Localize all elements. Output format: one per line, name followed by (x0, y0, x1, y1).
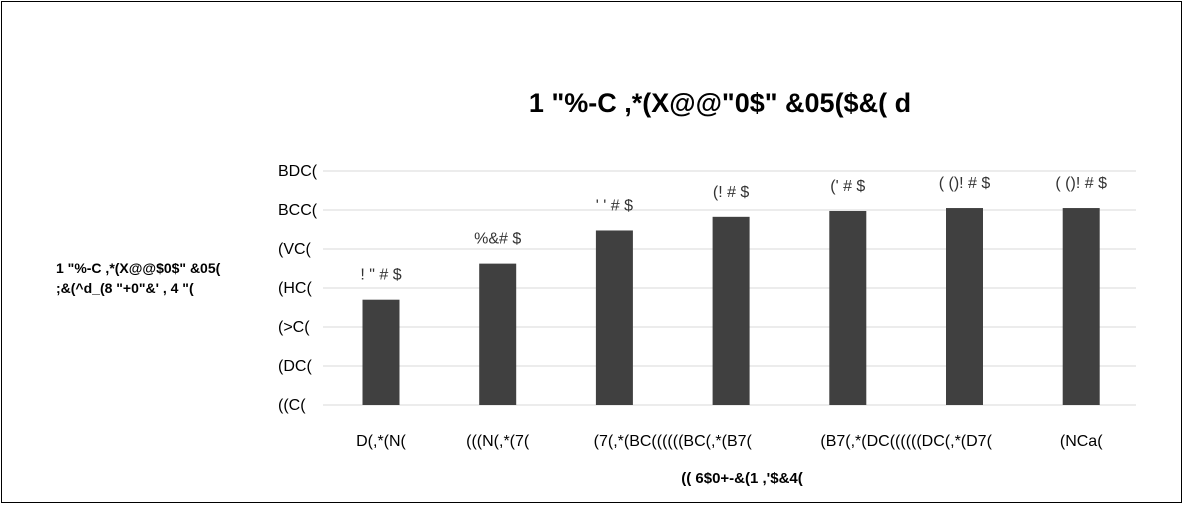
data-label-5: ( ()! # $ (939, 175, 991, 192)
bar-0 (362, 299, 400, 405)
bar-2 (595, 230, 633, 405)
y-tick-label-6: BDC( (278, 163, 318, 180)
bar-1 (479, 263, 517, 405)
y-tick-label-1: (DC( (278, 358, 312, 375)
data-label-3: (! # $ (713, 184, 750, 201)
x-tick-label-4: (NCa( (1060, 433, 1103, 450)
data-label-0: ! " # $ (360, 267, 401, 284)
y-axis-label-line-1: 1 "%-C ,*(X@@$0$" &05( (56, 260, 221, 276)
bar-4 (829, 210, 867, 405)
data-label-1: %&# $ (474, 231, 521, 248)
bar-6 (1062, 208, 1100, 405)
x-tick-label-0: D(,*(N( (356, 433, 406, 450)
y-tick-label-3: (HC( (278, 280, 312, 297)
x-tick-label-1: (((N(,*(7( (466, 433, 530, 450)
x-axis-label: (( 6$0+-&(1 ,'$&4( (681, 470, 803, 487)
y-tick-label-0: ((C( (278, 397, 306, 414)
bar-3 (712, 216, 750, 405)
y-tick-label-2: (>C( (278, 319, 310, 336)
data-label-4: (' # $ (830, 178, 865, 195)
x-tick-label-3: (B7(,*(DC((((((DC(,*(D7( (820, 433, 992, 450)
y-tick-label-4: (VC( (278, 241, 312, 258)
data-label-2: ' ' # $ (596, 197, 633, 214)
y-tick-label-5: BCC( (278, 202, 318, 219)
data-label-6: ( ()! # $ (1055, 175, 1107, 192)
x-tick-label-2: (7(,*(BC((((((BC(,*(B7( (594, 433, 753, 450)
bar-5 (946, 208, 983, 405)
chart-title: 1 "%-C ,*(X@@"0$" &05($&( d (529, 88, 911, 118)
y-axis-label-line-2: ;&(^d_(8 "+0"&' , 4 "( (56, 280, 194, 296)
